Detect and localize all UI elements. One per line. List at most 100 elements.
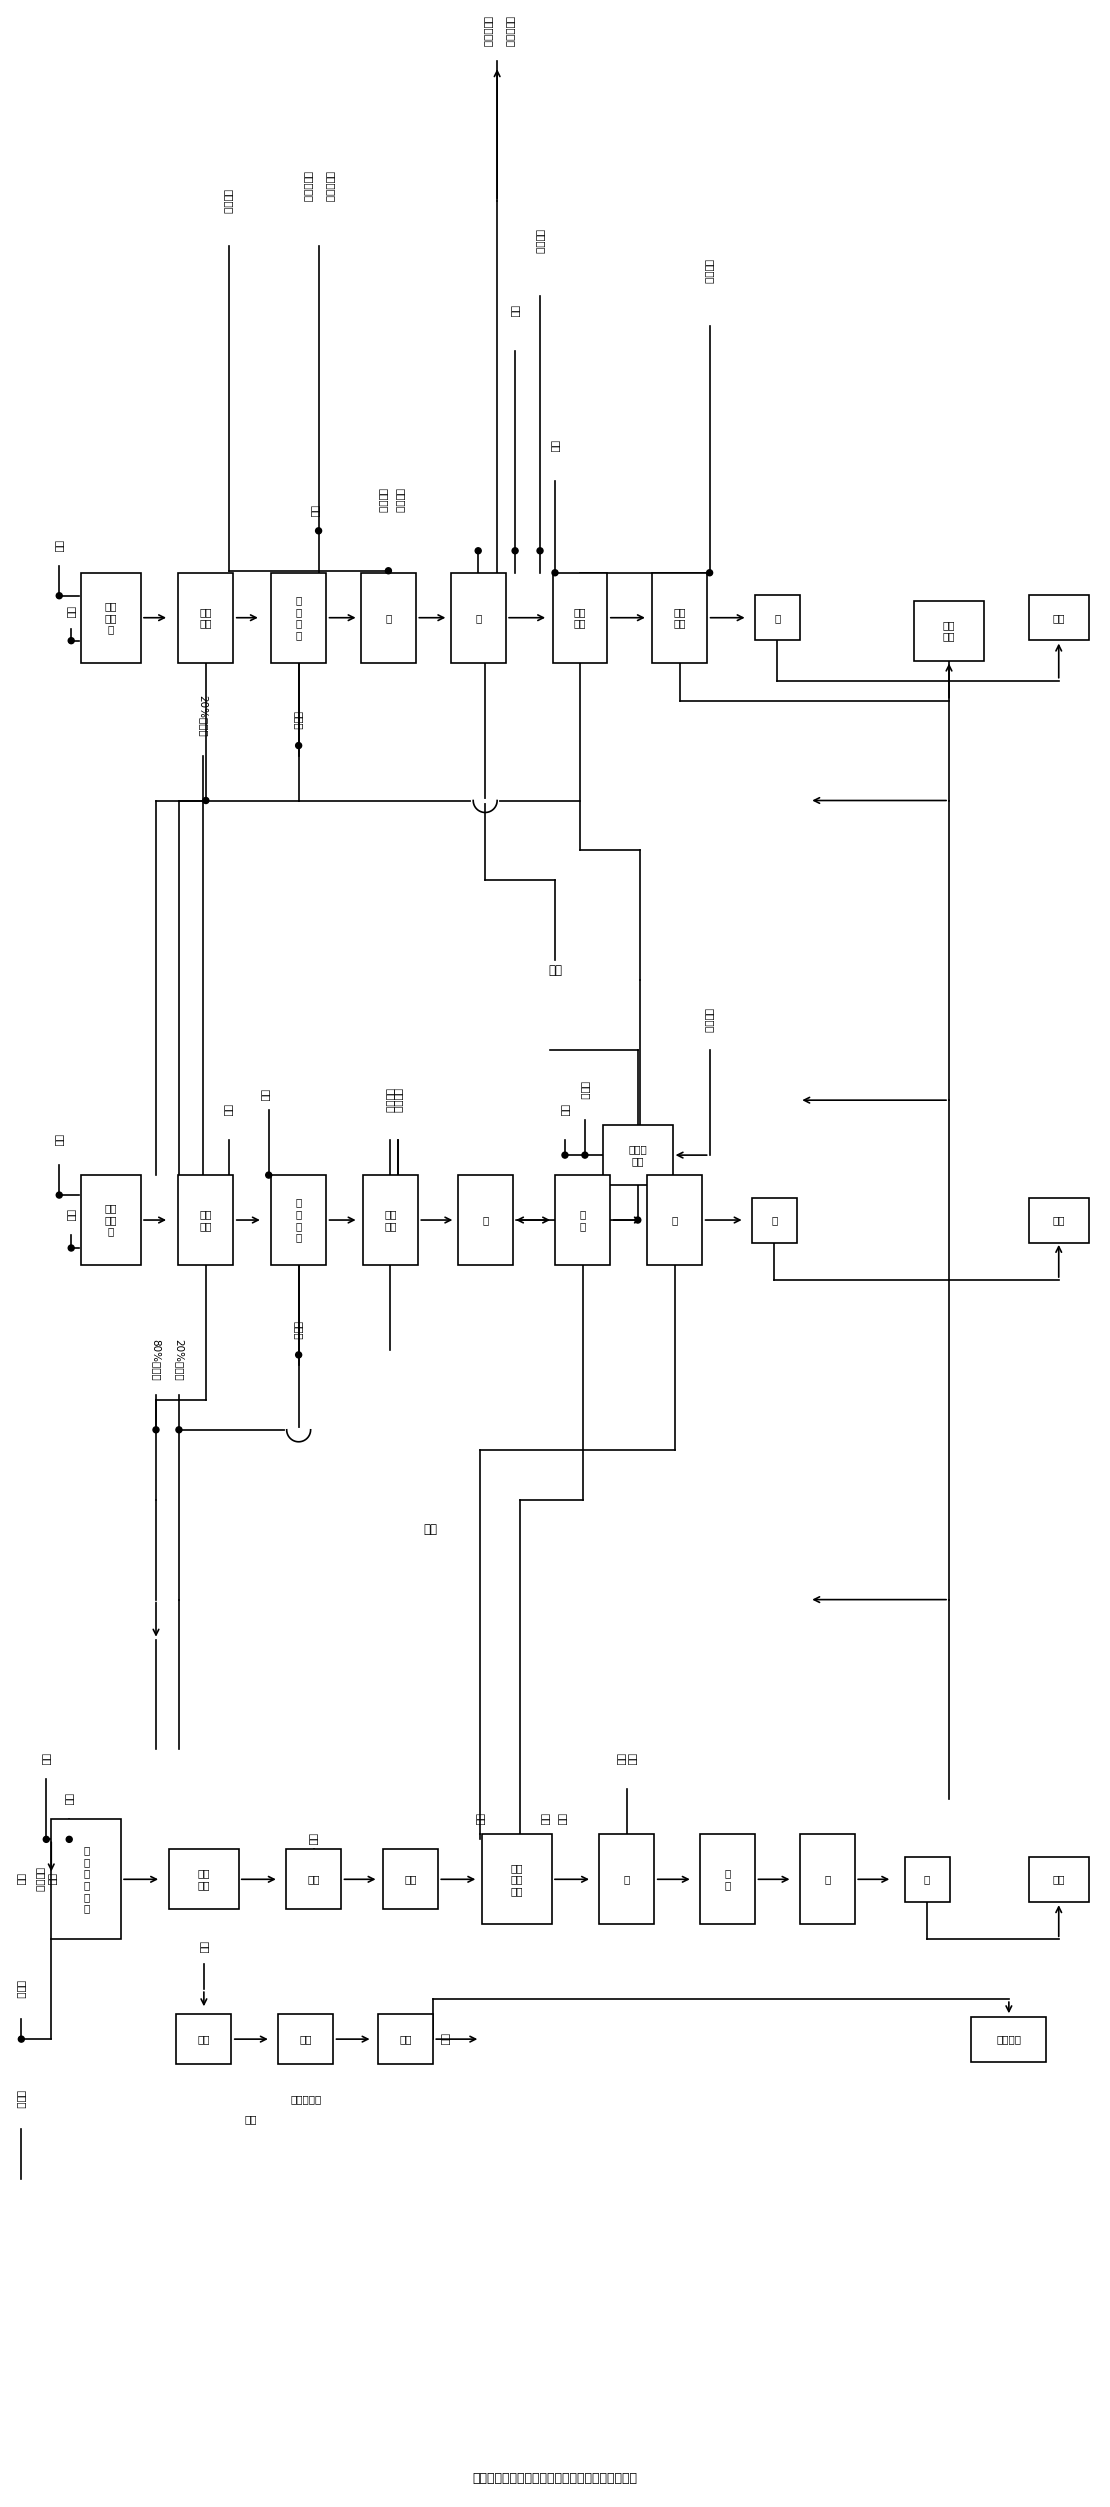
Text: 80%酸化水: 80%酸化水 — [151, 1339, 161, 1381]
Text: 反: 反 — [482, 1216, 488, 1226]
Text: 稀碱洗水: 稀碱洗水 — [393, 1088, 403, 1113]
Text: 氢氧化钠: 氢氧化钠 — [705, 1008, 715, 1033]
Bar — [51, 1820, 121, 1940]
Bar — [1029, 594, 1089, 639]
Bar — [905, 1858, 949, 1903]
Text: 稀酸洗水: 稀酸洗水 — [379, 489, 388, 514]
Text: 洗涤: 洗涤 — [541, 1813, 551, 1825]
Text: 煅液: 煅液 — [475, 1813, 485, 1825]
Bar — [800, 1835, 855, 1925]
Circle shape — [57, 1191, 62, 1198]
Text: 草酸: 草酸 — [17, 1873, 27, 1885]
Text: 煅: 煅 — [825, 1875, 830, 1885]
Text: 氢氧化钠: 氢氧化钠 — [535, 228, 545, 253]
Circle shape — [562, 1153, 568, 1158]
Text: 洗: 洗 — [385, 612, 392, 622]
Bar — [553, 572, 607, 662]
Circle shape — [67, 1835, 72, 1843]
Bar — [81, 1176, 141, 1266]
Text: 稀土: 稀土 — [1052, 1216, 1064, 1226]
Text: 稀料: 稀料 — [224, 1103, 234, 1116]
Text: 富有
酸化: 富有 酸化 — [200, 607, 212, 629]
Text: 滤饼: 滤饼 — [309, 1833, 319, 1845]
Text: 配水: 配水 — [549, 439, 561, 451]
Text: 铀: 铀 — [924, 1875, 930, 1885]
Bar — [603, 1126, 673, 1186]
Text: 酸化
水配
制: 酸化 水配 制 — [104, 602, 118, 634]
Text: 煅: 煅 — [672, 1216, 678, 1226]
Circle shape — [582, 1153, 588, 1158]
Text: 酸洗: 酸洗 — [557, 1813, 567, 1825]
Text: 去铀酸优镧: 去铀酸优镧 — [325, 170, 335, 201]
Text: 酸: 酸 — [475, 612, 482, 622]
Text: 稀碱洗涤: 稀碱洗涤 — [395, 489, 405, 514]
Text: 双氧水: 双氧水 — [17, 1981, 27, 1998]
Circle shape — [57, 592, 62, 599]
Text: 稀料: 稀料 — [311, 504, 321, 516]
Text: 反应
分离: 反应 分离 — [574, 607, 586, 629]
Text: 煅滤: 煅滤 — [404, 1875, 416, 1885]
Circle shape — [68, 1246, 74, 1251]
Text: 碳酸铵
配制: 碳酸铵 配制 — [628, 1143, 647, 1166]
Text: 洗涤
过余: 洗涤 过余 — [384, 1208, 396, 1231]
Circle shape — [19, 2036, 24, 2043]
Bar — [286, 1850, 341, 1910]
Text: 20%酸化水: 20%酸化水 — [174, 1339, 184, 1381]
Bar — [377, 2013, 433, 2063]
Text: 洗涤
过滤
树脂: 洗涤 过滤 树脂 — [511, 1863, 523, 1895]
Text: 氢氧化钠: 氢氧化钠 — [705, 258, 715, 283]
Text: 煅滤: 煅滤 — [307, 1875, 320, 1885]
Bar — [971, 2016, 1047, 2061]
Text: 稀料: 稀料 — [261, 1088, 271, 1101]
Text: 稀碱
洗涤: 稀碱 洗涤 — [616, 1752, 637, 1765]
Bar — [271, 1176, 326, 1266]
Text: 稀土: 稀土 — [1052, 1875, 1064, 1885]
Text: 洗水: 洗水 — [244, 2113, 258, 2123]
Text: 钍洗涤余水: 钍洗涤余水 — [483, 15, 493, 48]
Bar — [915, 602, 983, 662]
Bar — [555, 1176, 610, 1266]
Text: 钍洗涤余水: 钍洗涤余水 — [304, 170, 314, 201]
Bar — [271, 572, 326, 662]
Text: 盐酸: 盐酸 — [54, 1133, 64, 1146]
Bar — [279, 2013, 333, 2063]
Text: 洗涤过滤饼: 洗涤过滤饼 — [290, 2093, 321, 2103]
Text: 盐酸: 盐酸 — [54, 539, 64, 552]
Bar — [179, 1176, 233, 1266]
Bar — [176, 2013, 231, 2063]
Text: 洗涤: 洗涤 — [300, 2033, 312, 2043]
Text: 铀: 铀 — [775, 612, 780, 622]
Circle shape — [203, 797, 209, 805]
Text: 滤饼: 滤饼 — [199, 1940, 209, 1953]
Text: 氯化铵: 氯化铵 — [579, 1081, 589, 1101]
Text: 过
沉: 过 沉 — [725, 1868, 730, 1890]
Bar — [81, 572, 141, 662]
Circle shape — [635, 1216, 640, 1223]
Circle shape — [43, 1835, 49, 1843]
Text: 过滤
分离: 过滤 分离 — [674, 607, 686, 629]
Circle shape — [707, 569, 713, 577]
Circle shape — [385, 567, 392, 574]
Bar — [700, 1835, 755, 1925]
Text: 过
沉: 过 沉 — [579, 1208, 586, 1231]
Bar — [653, 572, 707, 662]
Text: 配水: 配水 — [64, 1793, 74, 1805]
Text: 独居石加工残余熔渣中铀钍稀土的熔炼和分离方法: 独居石加工残余熔渣中铀钍稀土的熔炼和分离方法 — [473, 2472, 637, 2484]
Text: 草
酸
配
制
乳
酸: 草 酸 配 制 乳 酸 — [83, 1845, 89, 1913]
Circle shape — [315, 529, 322, 534]
Text: 稀土: 稀土 — [1052, 612, 1064, 622]
Circle shape — [68, 637, 74, 644]
Text: 富有
酸化: 富有 酸化 — [200, 1208, 212, 1231]
Circle shape — [265, 1173, 272, 1178]
Bar — [363, 1176, 417, 1266]
Bar — [647, 1176, 703, 1266]
Text: 稀碱洗涤: 稀碱洗涤 — [385, 1088, 395, 1113]
Bar — [755, 594, 800, 639]
Text: 配水: 配水 — [511, 306, 521, 318]
Text: 废水
处理: 废水 处理 — [942, 619, 956, 642]
Text: 滤液: 滤液 — [198, 2033, 210, 2043]
Text: 酸不溶物: 酸不溶物 — [997, 2033, 1021, 2043]
Text: 双氧水: 双氧水 — [294, 1321, 304, 1339]
Circle shape — [153, 1426, 159, 1434]
Bar — [179, 572, 233, 662]
